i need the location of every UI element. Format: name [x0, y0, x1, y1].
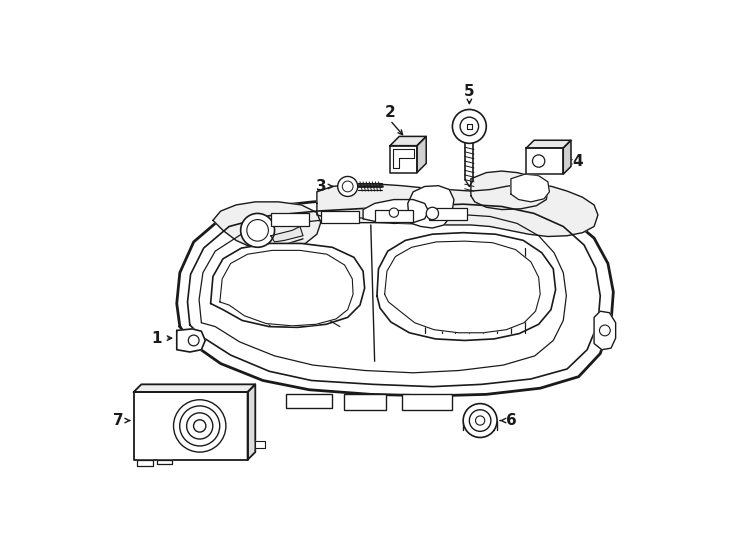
Circle shape: [600, 325, 610, 336]
Polygon shape: [177, 194, 614, 396]
Polygon shape: [390, 137, 426, 146]
Circle shape: [460, 117, 479, 136]
Circle shape: [180, 406, 219, 446]
Polygon shape: [317, 184, 598, 237]
Bar: [271, 213, 309, 226]
Circle shape: [342, 181, 353, 192]
Polygon shape: [526, 148, 563, 174]
Polygon shape: [271, 226, 303, 242]
Circle shape: [194, 420, 206, 432]
Text: 4: 4: [572, 154, 583, 170]
Bar: [374, 210, 413, 222]
Circle shape: [173, 400, 226, 452]
Polygon shape: [377, 233, 556, 340]
Text: 6: 6: [506, 413, 516, 428]
Circle shape: [463, 403, 497, 437]
Circle shape: [241, 213, 275, 247]
Circle shape: [476, 416, 484, 425]
Circle shape: [469, 410, 491, 431]
Polygon shape: [385, 241, 540, 333]
Polygon shape: [247, 384, 255, 460]
Polygon shape: [393, 148, 414, 168]
Polygon shape: [526, 140, 571, 148]
Text: 3: 3: [316, 179, 327, 194]
Circle shape: [247, 220, 269, 241]
Polygon shape: [363, 200, 429, 224]
Text: 5: 5: [464, 84, 475, 99]
Polygon shape: [137, 460, 153, 466]
Polygon shape: [220, 251, 353, 326]
Polygon shape: [563, 140, 571, 174]
Polygon shape: [417, 137, 426, 173]
Bar: [429, 208, 467, 220]
Text: 2: 2: [385, 105, 396, 120]
Polygon shape: [255, 441, 264, 448]
Polygon shape: [134, 384, 255, 392]
Polygon shape: [211, 244, 365, 327]
Polygon shape: [134, 392, 247, 460]
Text: 1: 1: [151, 330, 162, 346]
Polygon shape: [157, 460, 172, 464]
Polygon shape: [467, 124, 472, 129]
Bar: [321, 211, 359, 224]
Bar: [286, 394, 333, 408]
Polygon shape: [471, 171, 548, 210]
Circle shape: [389, 208, 399, 217]
Polygon shape: [408, 186, 454, 228]
Polygon shape: [594, 311, 616, 350]
Circle shape: [338, 177, 357, 197]
Circle shape: [426, 207, 438, 220]
Circle shape: [532, 155, 545, 167]
Circle shape: [452, 110, 487, 143]
Bar: [401, 394, 451, 410]
Polygon shape: [213, 202, 321, 249]
Polygon shape: [177, 329, 206, 352]
Circle shape: [186, 413, 213, 439]
Text: 7: 7: [113, 413, 123, 428]
Polygon shape: [390, 146, 417, 173]
Polygon shape: [511, 174, 550, 202]
Circle shape: [189, 335, 199, 346]
Bar: [344, 394, 386, 410]
